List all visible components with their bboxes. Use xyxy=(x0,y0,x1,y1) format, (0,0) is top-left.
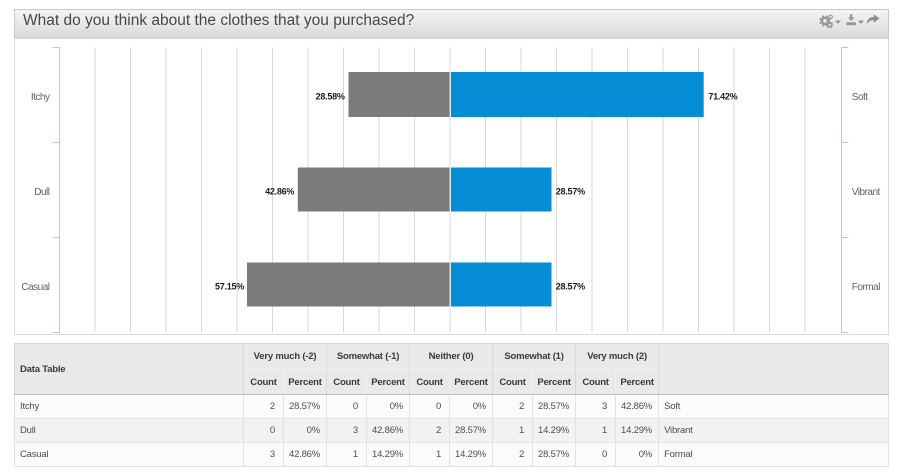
svg-text:28.57%: 28.57% xyxy=(556,282,585,292)
svg-text:Vibrant: Vibrant xyxy=(852,187,881,198)
svg-text:Formal: Formal xyxy=(852,282,880,293)
svg-text:Dull: Dull xyxy=(34,187,50,198)
svg-text:28.58%: 28.58% xyxy=(316,92,345,102)
svg-text:57.15%: 57.15% xyxy=(215,282,244,292)
svg-text:28.57%: 28.57% xyxy=(556,187,585,197)
svg-text:Itchy: Itchy xyxy=(31,92,50,103)
svg-text:42.86%: 42.86% xyxy=(265,187,294,197)
svg-text:71.42%: 71.42% xyxy=(708,92,737,102)
svg-text:Soft: Soft xyxy=(852,92,869,103)
svg-text:Casual: Casual xyxy=(21,282,49,293)
